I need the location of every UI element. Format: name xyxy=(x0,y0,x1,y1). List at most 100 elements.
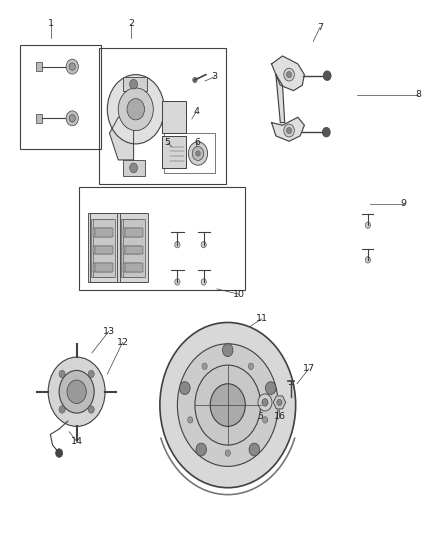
Bar xyxy=(93,228,111,237)
Bar xyxy=(95,246,113,254)
Circle shape xyxy=(193,77,197,83)
Circle shape xyxy=(195,365,261,445)
Bar xyxy=(162,136,186,168)
Circle shape xyxy=(322,127,330,137)
Text: 1: 1 xyxy=(48,20,54,28)
Text: 12: 12 xyxy=(117,338,129,346)
Text: 15: 15 xyxy=(253,413,265,421)
Circle shape xyxy=(223,344,233,357)
Bar xyxy=(36,62,42,71)
Circle shape xyxy=(59,370,94,413)
Polygon shape xyxy=(276,75,285,123)
Text: 16: 16 xyxy=(273,413,286,421)
Circle shape xyxy=(323,71,331,80)
Text: 6: 6 xyxy=(194,139,201,147)
Bar xyxy=(123,228,141,237)
Bar xyxy=(36,114,42,123)
Circle shape xyxy=(196,151,200,156)
Circle shape xyxy=(59,406,65,413)
Circle shape xyxy=(248,363,254,369)
Circle shape xyxy=(286,127,292,134)
Text: 2: 2 xyxy=(128,20,134,28)
Bar xyxy=(88,213,116,282)
Bar xyxy=(169,141,186,165)
Circle shape xyxy=(107,75,164,144)
Circle shape xyxy=(262,399,268,406)
Bar xyxy=(123,263,141,272)
Text: 7: 7 xyxy=(317,23,323,32)
Circle shape xyxy=(88,406,94,413)
Circle shape xyxy=(66,111,78,126)
Text: 4: 4 xyxy=(193,108,199,116)
Bar xyxy=(125,228,143,237)
Bar xyxy=(117,213,146,282)
Circle shape xyxy=(286,71,292,78)
Circle shape xyxy=(284,124,294,137)
Circle shape xyxy=(196,443,206,456)
Circle shape xyxy=(192,147,204,160)
Circle shape xyxy=(365,257,371,263)
Bar xyxy=(125,263,143,272)
Circle shape xyxy=(69,63,75,70)
Text: 13: 13 xyxy=(102,327,115,336)
Circle shape xyxy=(365,222,371,228)
Circle shape xyxy=(258,394,272,411)
Bar xyxy=(91,219,113,277)
Bar xyxy=(120,213,148,282)
Bar xyxy=(20,45,101,149)
Text: 17: 17 xyxy=(303,365,315,373)
Circle shape xyxy=(188,142,208,165)
Polygon shape xyxy=(272,56,304,91)
Circle shape xyxy=(88,370,94,378)
Circle shape xyxy=(284,68,294,81)
Bar xyxy=(125,246,143,254)
Text: 11: 11 xyxy=(256,314,268,323)
Circle shape xyxy=(48,357,105,426)
Bar xyxy=(123,219,145,277)
Circle shape xyxy=(249,443,260,456)
Circle shape xyxy=(130,79,138,89)
Circle shape xyxy=(175,241,180,248)
Circle shape xyxy=(177,344,278,466)
Polygon shape xyxy=(110,117,134,160)
Circle shape xyxy=(225,450,230,456)
Circle shape xyxy=(265,382,276,394)
Bar xyxy=(123,77,147,91)
Bar xyxy=(93,219,115,277)
Circle shape xyxy=(67,380,86,403)
Circle shape xyxy=(127,99,145,120)
Circle shape xyxy=(172,147,183,160)
Text: 5: 5 xyxy=(165,139,171,147)
Circle shape xyxy=(187,417,193,423)
Circle shape xyxy=(59,370,65,378)
Bar xyxy=(164,133,215,173)
Bar xyxy=(93,263,111,272)
Circle shape xyxy=(210,384,245,426)
Circle shape xyxy=(277,399,282,406)
Polygon shape xyxy=(272,117,304,141)
Circle shape xyxy=(56,449,63,457)
Bar xyxy=(93,246,111,254)
Bar xyxy=(99,48,226,184)
Bar xyxy=(79,187,245,290)
Bar xyxy=(121,219,142,277)
Text: 9: 9 xyxy=(401,199,407,208)
Text: 3: 3 xyxy=(212,72,218,81)
Bar xyxy=(95,228,113,237)
Circle shape xyxy=(130,163,138,173)
Circle shape xyxy=(66,59,78,74)
Polygon shape xyxy=(273,396,286,409)
Circle shape xyxy=(263,417,268,423)
Circle shape xyxy=(201,241,206,248)
Bar xyxy=(123,246,141,254)
Circle shape xyxy=(118,88,153,131)
Circle shape xyxy=(201,279,206,285)
Circle shape xyxy=(160,322,296,488)
Bar xyxy=(90,213,118,282)
Text: 8: 8 xyxy=(415,91,421,99)
Bar xyxy=(123,160,145,176)
Circle shape xyxy=(180,382,190,394)
Circle shape xyxy=(69,115,75,122)
Bar xyxy=(162,101,186,133)
Text: 10: 10 xyxy=(233,290,245,298)
